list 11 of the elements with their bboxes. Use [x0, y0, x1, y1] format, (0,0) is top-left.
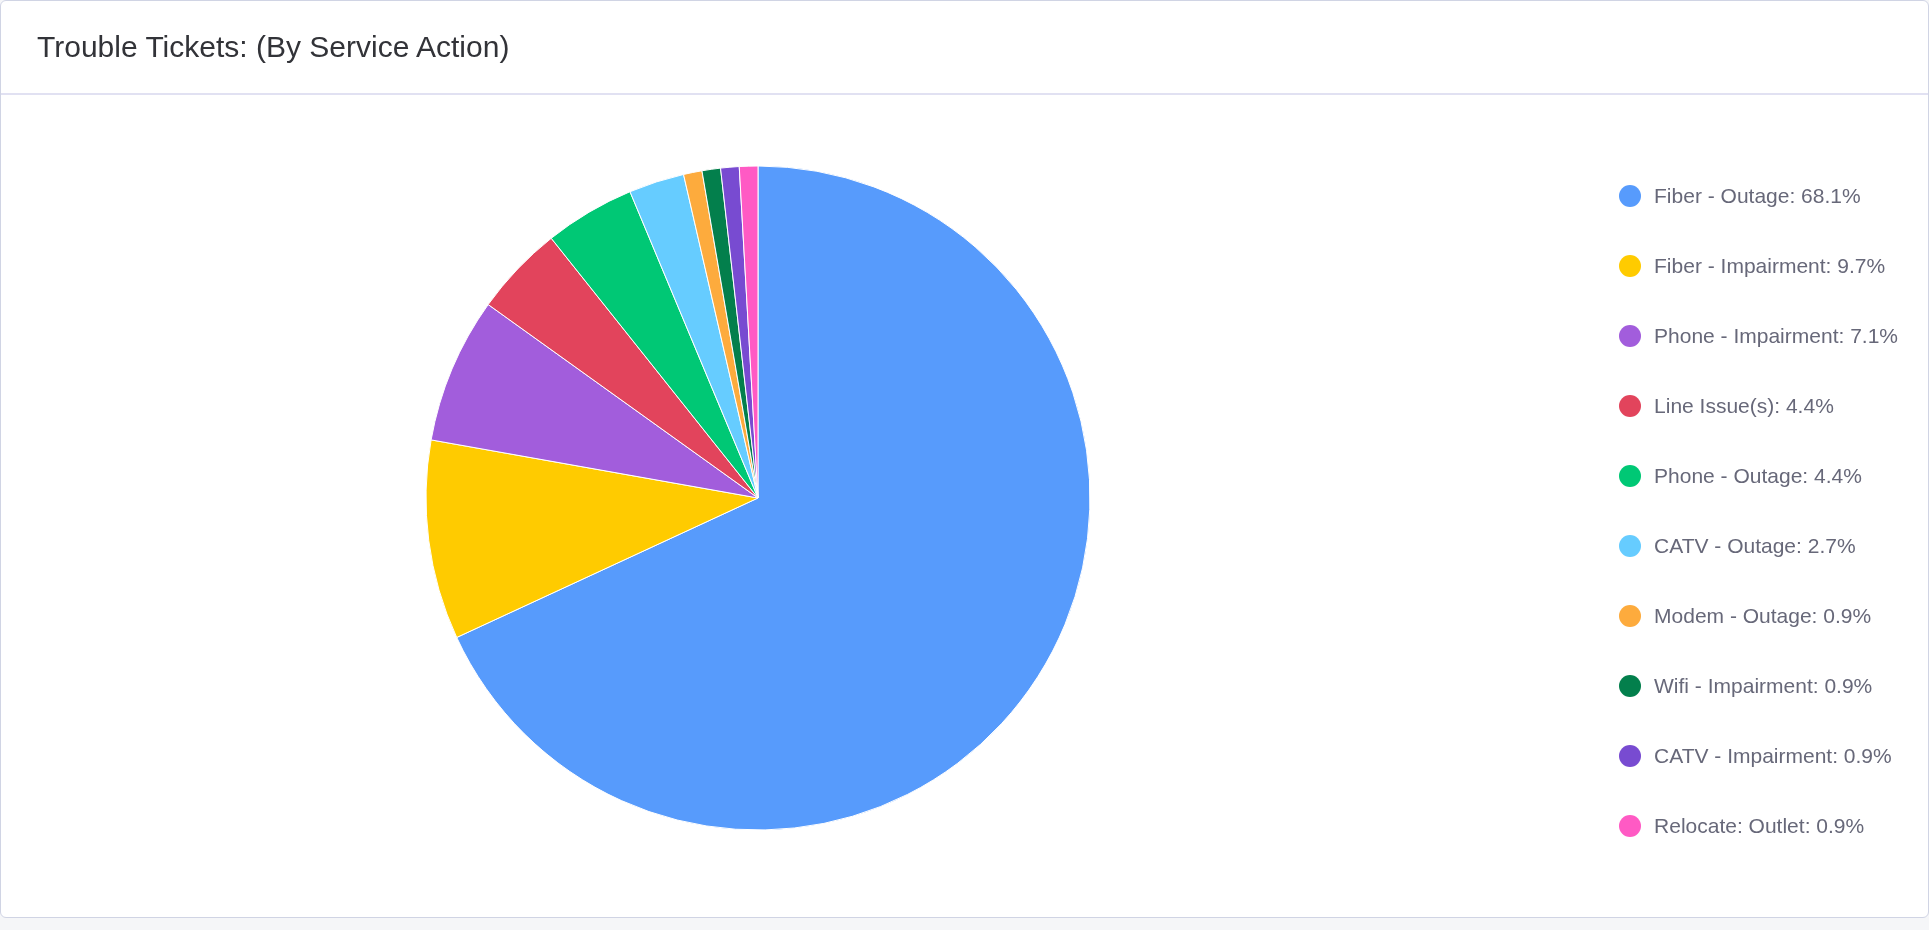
legend-label: Wifi - Impairment: 0.9%	[1654, 674, 1873, 698]
legend-label: Phone - Impairment: 7.1%	[1654, 324, 1898, 348]
legend-label: Modem - Outage: 0.9%	[1654, 604, 1872, 628]
legend-label: Fiber - Outage: 68.1%	[1654, 184, 1861, 208]
legend-label: CATV - Impairment: 0.9%	[1654, 744, 1892, 768]
legend-label: Line Issue(s): 4.4%	[1654, 394, 1834, 418]
legend-label: CATV - Outage: 2.7%	[1654, 534, 1856, 558]
legend-label: Relocate: Outlet: 0.9%	[1654, 814, 1865, 838]
chart-title: Trouble Tickets: (By Service Action)	[37, 30, 510, 64]
legend-label: Fiber - Impairment: 9.7%	[1654, 254, 1886, 278]
legend-label: Phone - Outage: 4.4%	[1654, 464, 1862, 488]
